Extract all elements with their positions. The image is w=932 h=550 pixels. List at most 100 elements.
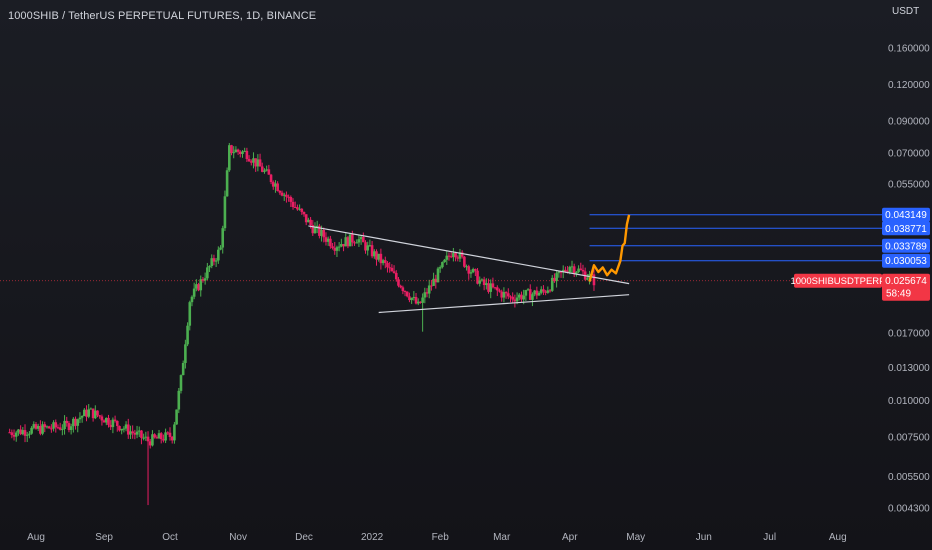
y-tick-label: 0.120000	[888, 80, 930, 91]
candle-body	[372, 251, 376, 257]
candle-body	[8, 432, 11, 434]
candle-body	[383, 260, 387, 263]
candle-body	[23, 430, 27, 436]
candle-body	[469, 272, 473, 274]
candle-body	[162, 439, 165, 441]
candle-body	[329, 238, 332, 247]
candle-body	[293, 206, 297, 208]
y-tick-label: 0.017000	[888, 329, 930, 340]
candle-body	[311, 224, 315, 234]
target-price-tag	[882, 207, 930, 222]
candle-body	[386, 262, 389, 268]
candle-body	[416, 301, 420, 304]
candle-body	[324, 237, 328, 242]
candle-body	[159, 433, 163, 440]
candle-body	[245, 150, 249, 160]
candle-body	[353, 242, 356, 244]
target-price-label: 0.030053	[885, 256, 927, 267]
candle-body	[491, 283, 495, 288]
candle-body	[243, 150, 246, 152]
time-axis: Aug Sep Oct Nov Dec 2022 Feb Mar Apr May Jun Jul Aug	[27, 532, 847, 543]
candle-body	[56, 427, 60, 429]
candle-body	[249, 161, 253, 163]
candle-body	[100, 416, 104, 421]
candle-body	[542, 289, 545, 292]
countdown-label: 58:49	[886, 289, 911, 300]
candle-body	[337, 246, 341, 248]
candle-body	[91, 408, 95, 419]
candle-body	[80, 416, 84, 418]
candle-body	[256, 159, 260, 167]
candle-body	[550, 277, 554, 291]
candle-body	[188, 302, 192, 326]
candle-body	[370, 245, 374, 257]
candle-body	[309, 219, 312, 225]
candle-body	[115, 420, 119, 426]
candle-body	[148, 441, 152, 446]
candle-body	[388, 267, 391, 269]
candle-body	[456, 257, 460, 259]
candle-body	[340, 244, 343, 247]
candle-body	[485, 283, 488, 286]
candle-body	[10, 432, 14, 435]
candle-body	[47, 426, 51, 429]
candle-body	[197, 284, 200, 291]
x-tick-label: Dec	[295, 532, 313, 543]
candle-body	[515, 297, 519, 302]
candle-body	[326, 238, 330, 242]
candle-body	[69, 426, 73, 430]
candle-body	[153, 434, 156, 438]
candle-body	[300, 208, 304, 212]
candle-body	[564, 269, 567, 272]
candle-body	[498, 290, 501, 292]
candle-body	[14, 432, 18, 437]
candle-body	[164, 432, 167, 441]
y-tick-label: 0.090000	[888, 117, 930, 128]
candle-body	[199, 279, 203, 291]
candle-body	[379, 253, 383, 264]
candle-body	[63, 420, 66, 430]
candle-body	[454, 253, 457, 258]
candle-body	[225, 170, 229, 197]
candle-body	[236, 149, 240, 152]
candle-body	[190, 296, 194, 303]
candle-body	[107, 417, 110, 425]
candle-body	[357, 239, 361, 243]
candle-body	[195, 284, 198, 289]
candle-body	[546, 290, 550, 293]
candle-body	[287, 196, 290, 198]
candle-body	[533, 290, 536, 295]
x-tick-label: Mar	[493, 532, 511, 543]
candle-body	[333, 248, 337, 251]
candle-body	[302, 211, 306, 215]
candle-body	[65, 420, 69, 424]
y-tick-label: 0.013000	[888, 363, 930, 374]
candle-body	[260, 166, 264, 172]
candle-body	[458, 252, 462, 259]
candle-body	[109, 424, 112, 428]
candle-body	[403, 290, 407, 292]
candle-body	[146, 436, 150, 442]
candle-body	[166, 432, 170, 434]
candle-body	[553, 277, 556, 282]
candle-body	[572, 266, 576, 274]
candle-body	[269, 174, 273, 183]
candle-body	[438, 267, 442, 269]
candle-body	[296, 207, 299, 210]
candle-body	[368, 245, 372, 247]
target-price-tag	[882, 238, 930, 253]
candle-body	[28, 433, 31, 435]
candle-body	[140, 430, 143, 438]
candle-body	[282, 194, 286, 196]
candle-body	[87, 409, 91, 417]
candle-body	[168, 432, 172, 437]
candle-body	[201, 279, 205, 281]
current-price-tag	[882, 273, 930, 301]
candle-body	[12, 434, 16, 437]
candle-body	[342, 244, 345, 247]
candle-body	[575, 271, 578, 274]
candle-body	[392, 271, 396, 273]
candle-body	[405, 291, 409, 297]
